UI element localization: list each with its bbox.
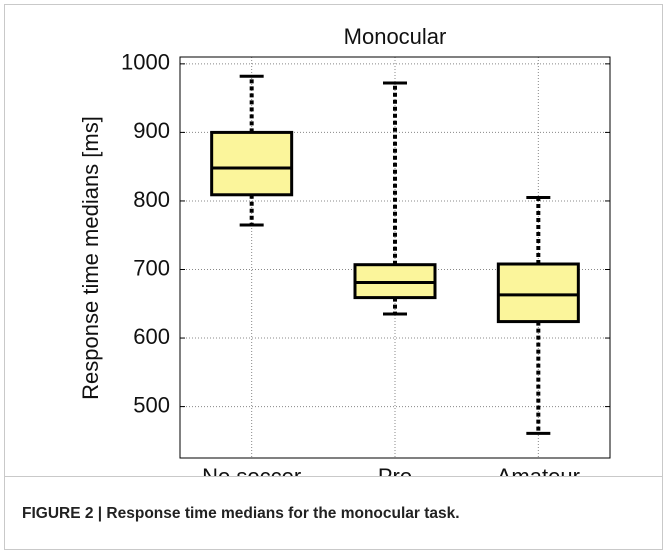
plot-frame xyxy=(179,56,611,459)
chart: Monocular Response time medians [ms] 500… xyxy=(78,24,611,476)
y-tick-label: 600 xyxy=(133,324,170,349)
y-tick-label: 700 xyxy=(133,255,170,280)
x-tick-label: Amateur xyxy=(497,464,580,476)
y-tick-label: 1000 xyxy=(121,50,170,75)
x-tick-label: No soccer xyxy=(202,464,301,476)
y-axis-label: Response time medians [ms] xyxy=(78,116,103,400)
box xyxy=(496,262,580,324)
y-tick-label: 500 xyxy=(133,392,170,417)
box xyxy=(210,130,294,197)
y-tick-label: 900 xyxy=(133,118,170,143)
caption-rule xyxy=(4,476,663,477)
figure-caption: FIGURE 2 | Response time medians for the… xyxy=(22,505,460,522)
y-tick-label: 800 xyxy=(133,187,170,212)
x-tick-label: Pro xyxy=(378,464,412,476)
figure-frame xyxy=(4,4,663,550)
chart-title: Monocular xyxy=(344,24,447,49)
